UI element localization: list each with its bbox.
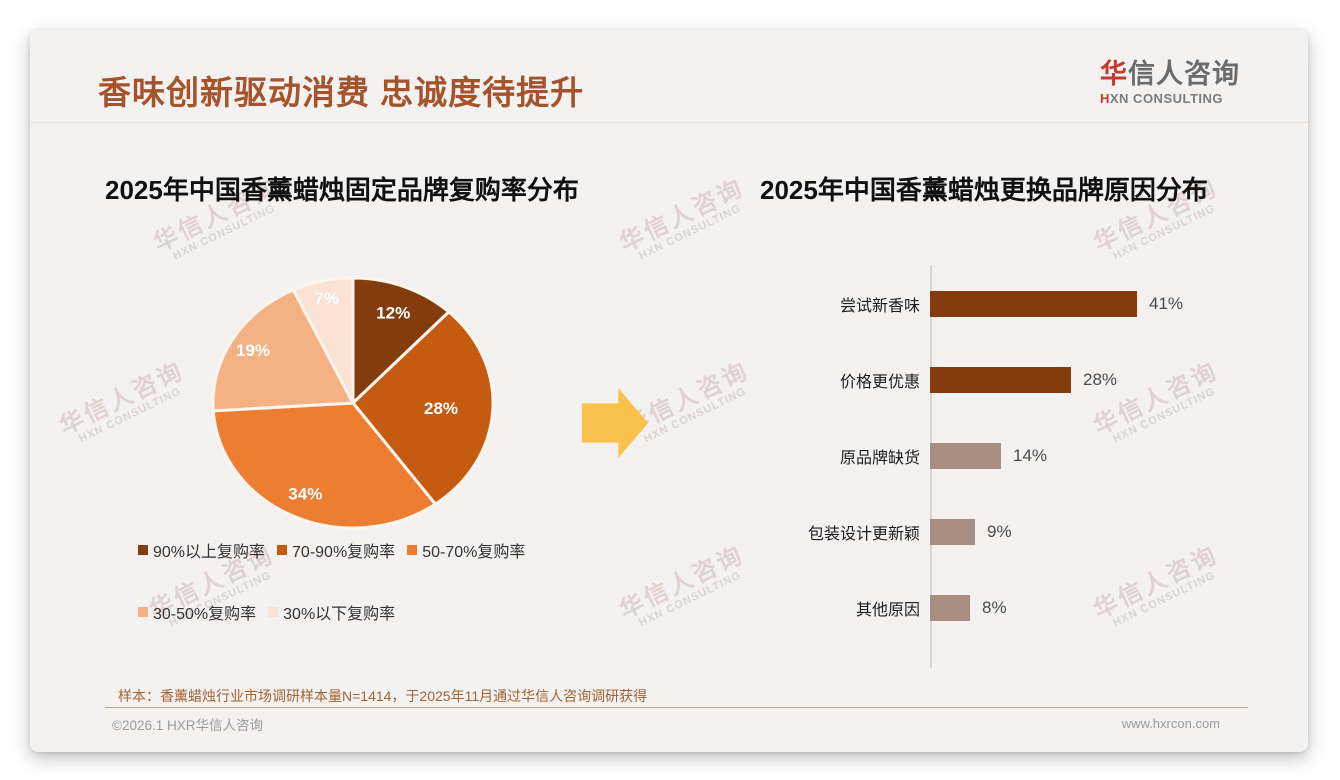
bar-row: 包装设计更新颖 9% — [630, 519, 1012, 545]
bar-value-label: 8% — [982, 598, 1007, 617]
bar-category-label: 原品牌缺货 — [839, 450, 920, 467]
brand-logo-en: HXN CONSULTING — [1100, 90, 1240, 106]
pie-data-label: 12% — [376, 303, 410, 322]
bar-value-label: 14% — [1013, 446, 1048, 465]
bar — [930, 291, 1137, 317]
brand-logo: 华信人咨询 HXN CONSULTING — [1100, 59, 1240, 106]
pie-data-label: 34% — [288, 485, 322, 504]
brand-logo-cn: 华信人咨询 — [1100, 59, 1240, 90]
bar — [930, 367, 1071, 393]
pie-slice — [211, 288, 355, 413]
website-url: www.hxrcon.com — [1121, 716, 1220, 731]
pie-data-label: 7% — [314, 289, 339, 308]
bar-chart-title: 2025年中国香薰蜡烛更换品牌原因分布 — [760, 175, 1208, 205]
bar-row: 其他原因 8% — [630, 595, 1007, 621]
bar-row: 价格更优惠 28% — [630, 367, 1117, 393]
brand-logo-cn-rest: 信人咨询 — [1128, 59, 1240, 89]
legend-swatch-icon — [268, 607, 279, 617]
watermark: 华信人咨询 HXN CONSULTING — [615, 173, 749, 263]
legend-swatch-icon — [407, 545, 418, 555]
pie-data-label: 19% — [236, 341, 270, 360]
watermark: 华信人咨询 HXN CONSULTING — [1089, 540, 1223, 630]
bar-category-label: 价格更优惠 — [839, 374, 920, 391]
bar — [930, 443, 1001, 469]
pie-legend: 90%以上复购率 70-90%复购率 50-70%复购率 30-50%复购率 30%以下… — [138, 538, 638, 662]
header-divider — [30, 122, 1308, 123]
slide-card: 香味创新驱动消费 忠诚度待提升 华信人咨询 HXN CONSULTING 华信人… — [30, 30, 1308, 752]
bar-value-label: 41% — [1149, 294, 1184, 313]
bar-category-label: 其他原因 — [855, 602, 920, 619]
legend-row: 90%以上复购率 70-90%复购率 50-70%复购率 — [138, 538, 638, 562]
page-title: 香味创新驱动消费 忠诚度待提升 — [98, 74, 585, 111]
legend-item: 30%以下复购率 — [268, 600, 395, 624]
legend-label: 30%以下复购率 — [283, 606, 396, 623]
bar-value-label: 28% — [1083, 370, 1118, 389]
legend-swatch-icon — [138, 545, 148, 555]
legend-item: 30-50%复购率 — [138, 600, 256, 624]
bar-value-label: 9% — [987, 522, 1012, 541]
bar — [930, 519, 975, 545]
pie-slice — [291, 276, 355, 405]
legend-swatch-icon — [277, 545, 288, 555]
bar-row: 原品牌缺货 14% — [630, 443, 1047, 469]
legend-item: 50-70%复购率 — [407, 538, 525, 562]
legend-item: 90%以上复购率 — [138, 538, 265, 562]
legend-label: 30-50%复购率 — [153, 606, 257, 623]
brand-logo-en-accent: H — [1100, 90, 1110, 106]
pie-slice — [351, 310, 495, 506]
bar — [930, 595, 970, 621]
brand-logo-cn-accent: 华 — [1100, 59, 1128, 89]
pie-data-label: 28% — [424, 399, 458, 418]
bar-category-label: 包装设计更新颖 — [807, 526, 920, 543]
sample-footnote: 样本：香薰蜡烛行业市场调研样本量N=1414，于2025年11月通过华信人咨询调… — [118, 688, 648, 704]
pie-chart: 12% 28% 34% 19% 7% — [211, 276, 495, 530]
bar-category-label: 尝试新香味 — [839, 298, 920, 315]
legend-row: 30-50%复购率 30%以下复购率 — [138, 600, 638, 624]
legend-label: 90%以上复购率 — [153, 544, 266, 561]
legend-item: 70-90%复购率 — [277, 538, 395, 562]
legend-label: 70-90%复购率 — [292, 544, 396, 561]
pie-slice — [211, 401, 437, 530]
brand-logo-en-rest: XN CONSULTING — [1109, 90, 1224, 106]
pie-slice — [351, 276, 451, 405]
watermark: 华信人咨询 HXN CONSULTING — [55, 356, 189, 446]
legend-label: 50-70%复购率 — [422, 544, 526, 561]
legend-swatch-icon — [138, 607, 148, 617]
footer-divider — [105, 707, 1248, 708]
watermark: 华信人咨询 HXN CONSULTING — [1089, 356, 1223, 446]
bar-row: 尝试新香味 41% — [630, 291, 1183, 317]
pie-chart-title: 2025年中国香薰蜡烛固定品牌复购率分布 — [105, 175, 579, 205]
copyright-text: ©2026.1 HXR华信人咨询 — [112, 718, 263, 733]
